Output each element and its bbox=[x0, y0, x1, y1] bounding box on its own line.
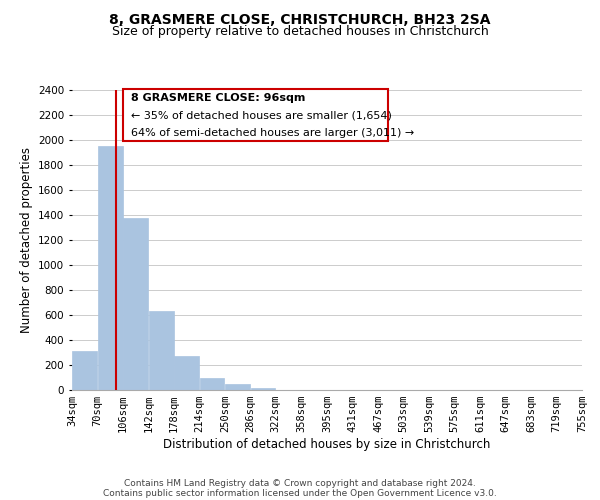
Text: ← 35% of detached houses are smaller (1,654): ← 35% of detached houses are smaller (1,… bbox=[131, 110, 392, 120]
X-axis label: Distribution of detached houses by size in Christchurch: Distribution of detached houses by size … bbox=[163, 438, 491, 451]
Text: 64% of semi-detached houses are larger (3,011) →: 64% of semi-detached houses are larger (… bbox=[131, 128, 414, 138]
Text: Size of property relative to detached houses in Christchurch: Size of property relative to detached ho… bbox=[112, 25, 488, 38]
Text: 8 GRASMERE CLOSE: 96sqm: 8 GRASMERE CLOSE: 96sqm bbox=[131, 93, 305, 103]
FancyBboxPatch shape bbox=[123, 88, 388, 141]
Bar bbox=[73, 350, 97, 390]
Text: Contains HM Land Registry data © Crown copyright and database right 2024.: Contains HM Land Registry data © Crown c… bbox=[124, 478, 476, 488]
Bar bbox=[225, 384, 250, 390]
Text: Contains public sector information licensed under the Open Government Licence v3: Contains public sector information licen… bbox=[103, 488, 497, 498]
Bar bbox=[200, 378, 224, 390]
Bar bbox=[149, 311, 173, 390]
Bar bbox=[174, 356, 199, 390]
Text: 8, GRASMERE CLOSE, CHRISTCHURCH, BH23 2SA: 8, GRASMERE CLOSE, CHRISTCHURCH, BH23 2S… bbox=[109, 12, 491, 26]
Bar bbox=[98, 146, 122, 390]
Bar bbox=[251, 388, 275, 390]
Y-axis label: Number of detached properties: Number of detached properties bbox=[20, 147, 32, 333]
Bar bbox=[123, 218, 148, 390]
